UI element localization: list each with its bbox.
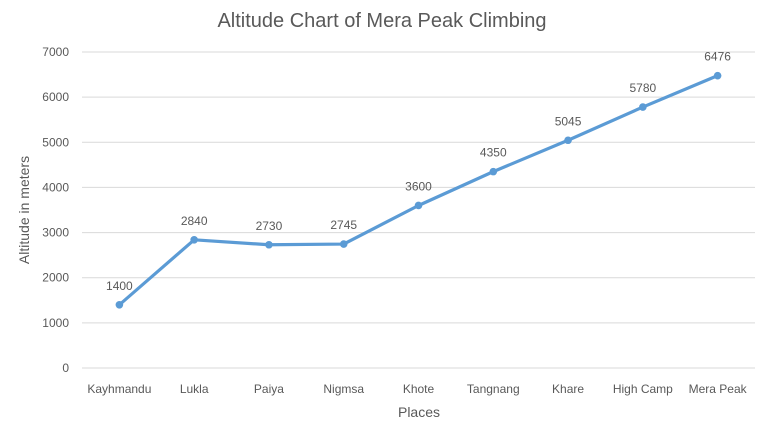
data-labels: 1400 2840 2730 2745 3600 4350 5045 5780 6476: [106, 50, 731, 293]
y-tick-label: 1000: [42, 316, 69, 330]
y-tick-label: 4000: [42, 180, 69, 194]
data-point: [339, 240, 348, 248]
y-axis-title: Altitude in meters: [16, 156, 32, 264]
chart-title: Altitude Chart of Mera Peak Climbing: [217, 10, 546, 32]
data-label: 5045: [555, 114, 582, 128]
data-point: [489, 167, 498, 176]
data-label: 2745: [330, 218, 357, 232]
x-tick-label: Kayhmandu: [87, 382, 151, 396]
series-altitude: [115, 71, 722, 309]
data-point: [639, 103, 647, 111]
x-tick-label: Nigmsa: [323, 382, 364, 396]
y-tick-label: 5000: [42, 135, 69, 149]
x-axis-title: Places: [398, 404, 440, 420]
y-tick-label: 2000: [42, 271, 69, 285]
data-point: [414, 201, 423, 210]
data-point: [190, 235, 198, 244]
x-tick-label: Tangnang: [467, 382, 520, 396]
data-point: [564, 136, 572, 145]
data-label: 6476: [704, 50, 731, 64]
x-tick-label: High Camp: [613, 382, 673, 396]
data-label: 4350: [480, 146, 507, 160]
x-tick-label: Khare: [552, 382, 584, 396]
data-point: [265, 240, 273, 249]
data-point: [713, 71, 722, 80]
data-label: 2730: [256, 219, 283, 233]
data-label: 2840: [181, 214, 208, 228]
data-label: 1400: [106, 279, 133, 293]
x-tick-label: Lukla: [180, 382, 209, 396]
data-label: 5780: [629, 81, 656, 95]
x-tick-label: Paiya: [254, 382, 284, 396]
data-point: [115, 301, 124, 309]
gridlines: [82, 51, 755, 369]
x-tick-label: Khote: [403, 382, 435, 396]
x-axis-ticks: Kayhmandu Lukla Paiya Nigmsa Khote Tangnang Kh…: [87, 382, 747, 396]
y-tick-label: 7000: [42, 45, 69, 59]
y-tick-label: 0: [62, 361, 69, 375]
x-tick-label: Mera Peak: [689, 382, 748, 396]
y-tick-label: 6000: [42, 90, 69, 104]
data-label: 3600: [405, 179, 432, 193]
y-axis-ticks: 0 1000 2000 3000 4000 5000 6000 7000: [42, 45, 69, 375]
y-tick-label: 3000: [42, 226, 69, 240]
